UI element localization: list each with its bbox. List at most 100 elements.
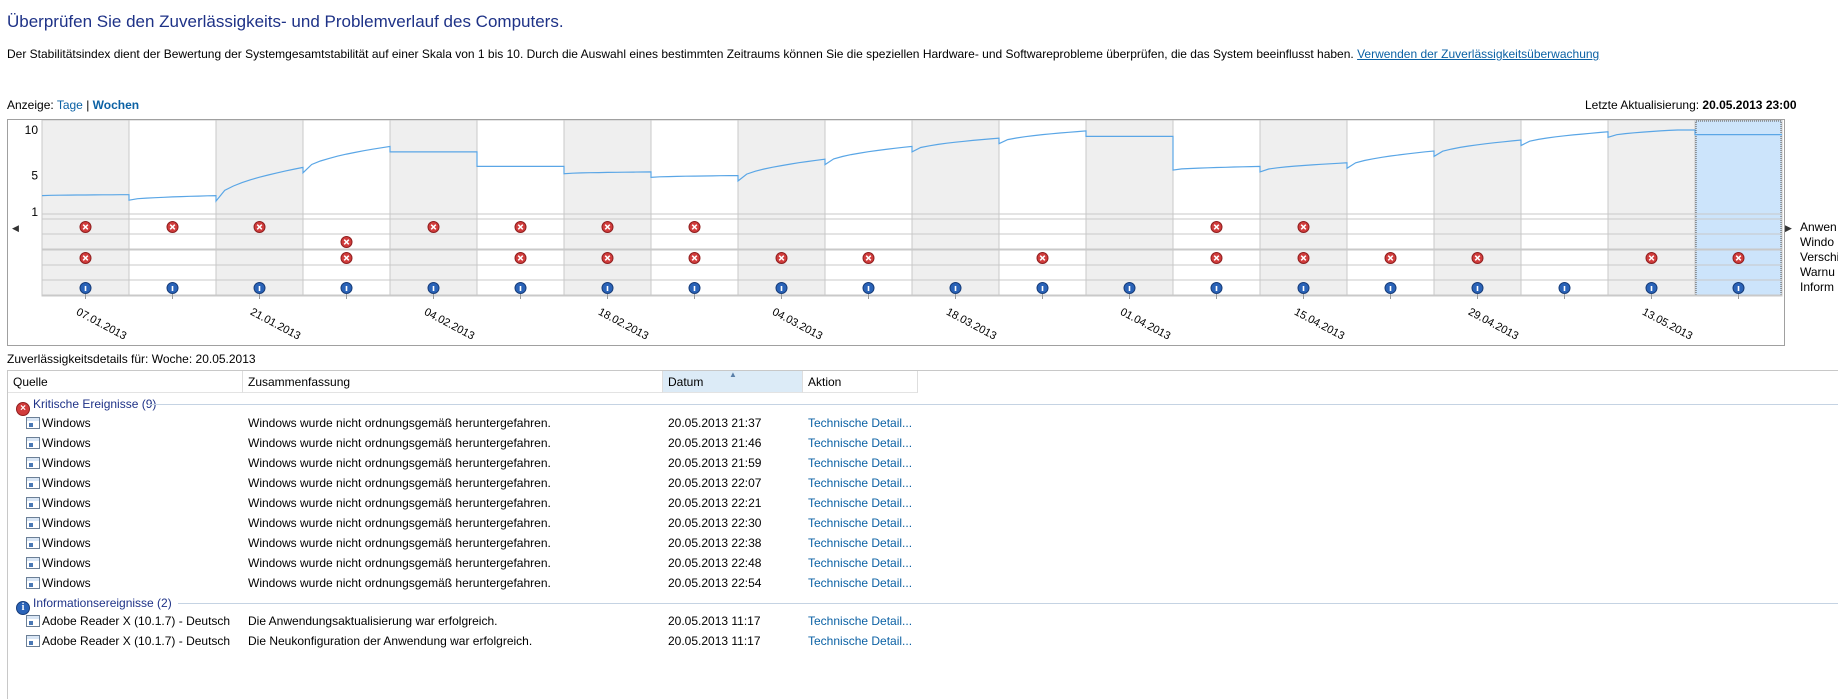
table-row[interactable]: Adobe Reader X (10.1.7) - Deutsch Die Anw… xyxy=(8,611,1838,631)
row-label-misc: Verschi xyxy=(1800,250,1838,264)
group-title: Informationsereignisse (2) xyxy=(33,596,172,610)
source-cell: Windows xyxy=(26,413,91,433)
week-column[interactable] xyxy=(650,120,739,297)
week-column[interactable] xyxy=(998,120,1087,297)
technical-details-link[interactable]: Technische Detail... xyxy=(808,456,913,470)
help-link[interactable]: Verwenden der Zuverlässigkeitsüberwachun… xyxy=(1357,47,1600,61)
table-row[interactable]: Windows Windows wurde nicht ordnungsgemäß… xyxy=(8,513,1838,533)
table-row[interactable]: Windows Windows wurde nicht ordnungsgemäß… xyxy=(8,493,1838,513)
week-column[interactable] xyxy=(1520,120,1609,297)
critical-glyph xyxy=(256,224,263,230)
table-row[interactable]: Windows Windows wurde nicht ordnungsgemäß… xyxy=(8,473,1838,493)
week-column[interactable] xyxy=(215,120,304,297)
week-column[interactable] xyxy=(302,120,391,297)
group-critical-events[interactable]: × Kritische Ereignisse (9) xyxy=(16,395,157,416)
source-text: Windows xyxy=(42,536,91,550)
technical-details-link[interactable]: Technische Detail... xyxy=(808,556,913,570)
application-window-icon xyxy=(26,417,40,429)
last-update: Letzte Aktualisierung: 20.05.2013 23:00 xyxy=(1585,98,1797,112)
source-text: Windows xyxy=(42,516,91,530)
technical-details-link[interactable]: Technische Detail... xyxy=(808,634,913,648)
date-cell: 20.05.2013 11:17 xyxy=(668,614,761,628)
date-tick-label: 18.03.2013 xyxy=(944,306,998,342)
critical-glyph xyxy=(604,224,611,230)
critical-glyph xyxy=(778,255,785,261)
row-label-info: Inform xyxy=(1800,280,1835,294)
stability-chart[interactable]: 10 5 1 07.01.2013 21.01.2013 04.02.2013 18.02.… xyxy=(7,119,1785,346)
table-row[interactable]: Windows Windows wurde nicht ordnungsgemäß… xyxy=(8,573,1838,593)
date-cell: 20.05.2013 22:38 xyxy=(668,536,762,550)
week-column[interactable] xyxy=(824,120,913,297)
technical-details-link[interactable]: Technische Detail... xyxy=(808,416,913,430)
technical-details-link[interactable]: Technische Detail... xyxy=(808,436,913,450)
week-column[interactable] xyxy=(1433,120,1522,297)
summary-cell: Windows wurde nicht ordnungsgemäß herunt… xyxy=(248,536,551,550)
group-divider xyxy=(178,603,1838,604)
week-column[interactable] xyxy=(389,120,478,297)
technical-details-link[interactable]: Technische Detail... xyxy=(808,536,913,550)
date-tick-label: 04.02.2013 xyxy=(422,306,476,342)
date-cell: 20.05.2013 22:30 xyxy=(668,516,762,530)
view-weeks-link[interactable]: Wochen xyxy=(92,98,140,112)
date-tick-label: 21.01.2013 xyxy=(248,306,302,342)
y-tick-label: 10 xyxy=(25,123,39,137)
week-column[interactable] xyxy=(41,120,130,297)
selected-week-outline xyxy=(1695,120,1782,296)
column-header-date[interactable]: Datum ▲ xyxy=(663,370,803,393)
critical-glyph xyxy=(1213,224,1220,230)
summary-cell: Windows wurde nicht ordnungsgemäß herunt… xyxy=(248,516,551,530)
scroll-left-arrow-icon[interactable]: ◀ xyxy=(12,223,19,233)
week-column[interactable] xyxy=(737,120,826,297)
critical-glyph xyxy=(517,224,524,230)
column-header-summary[interactable]: Zusammenfassung xyxy=(243,371,663,393)
week-column[interactable] xyxy=(911,120,1000,297)
stability-chart-svg[interactable]: 10 5 1 07.01.2013 21.01.2013 04.02.2013 18.02.… xyxy=(8,120,1784,345)
scroll-right-arrow-icon[interactable]: ▶ xyxy=(1785,223,1792,233)
group-info-events[interactable]: i Informationsereignisse (2) xyxy=(16,594,172,615)
row-label-windows: Windo xyxy=(1800,235,1835,249)
view-label: Anzeige: xyxy=(7,98,54,112)
details-table: Quelle Zusammenfassung Datum ▲ Aktion × K… xyxy=(7,370,1838,699)
date-tick-label: 13.05.2013 xyxy=(1640,306,1694,342)
source-cell: Windows xyxy=(26,513,91,533)
week-column[interactable] xyxy=(476,120,565,297)
week-column[interactable] xyxy=(1259,120,1348,297)
table-row[interactable]: Windows Windows wurde nicht ordnungsgemäß… xyxy=(8,413,1838,433)
table-row[interactable]: Windows Windows wurde nicht ordnungsgemäß… xyxy=(8,453,1838,473)
week-column[interactable] xyxy=(1085,120,1174,297)
week-column[interactable] xyxy=(1607,120,1696,297)
technical-details-link[interactable]: Technische Detail... xyxy=(808,576,913,590)
source-cell: Adobe Reader X (10.1.7) - Deutsch xyxy=(26,631,230,651)
table-row[interactable]: Windows Windows wurde nicht ordnungsgemäß… xyxy=(8,433,1838,453)
technical-details-link[interactable]: Technische Detail... xyxy=(808,476,913,490)
table-row[interactable]: Windows Windows wurde nicht ordnungsgemäß… xyxy=(8,553,1838,573)
table-row[interactable]: Adobe Reader X (10.1.7) - Deutsch Die Neu… xyxy=(8,631,1838,651)
column-header-action[interactable]: Aktion xyxy=(803,371,918,393)
critical-glyph xyxy=(82,255,89,261)
date-cell: 20.05.2013 22:48 xyxy=(668,556,762,570)
source-text: Adobe Reader X (10.1.7) - Deutsch xyxy=(42,614,231,628)
source-text: Windows xyxy=(42,576,91,590)
week-column[interactable] xyxy=(1346,120,1435,297)
summary-cell: Die Neukonfiguration der Anwendung war e… xyxy=(248,634,533,648)
technical-details-link[interactable]: Technische Detail... xyxy=(808,496,913,510)
group-title: Kritische Ereignisse (9) xyxy=(33,397,157,411)
view-days-link[interactable]: Tage xyxy=(56,98,83,112)
column-header-source[interactable]: Quelle xyxy=(8,371,243,393)
summary-cell: Windows wurde nicht ordnungsgemäß herunt… xyxy=(248,416,551,430)
week-column[interactable] xyxy=(563,120,652,297)
technical-details-link[interactable]: Technische Detail... xyxy=(808,614,913,628)
table-row[interactable]: Windows Windows wurde nicht ordnungsgemäß… xyxy=(8,533,1838,553)
application-window-icon xyxy=(26,537,40,549)
application-window-icon xyxy=(26,457,40,469)
description-text: Der Stabilitätsindex dient der Bewertung… xyxy=(7,47,1354,61)
critical-glyph xyxy=(1735,255,1742,261)
week-column[interactable] xyxy=(1694,120,1783,297)
technical-details-link[interactable]: Technische Detail... xyxy=(808,516,913,530)
row-label-warnings: Warnu xyxy=(1800,265,1835,279)
week-column[interactable] xyxy=(1172,120,1261,297)
date-cell: 20.05.2013 22:54 xyxy=(668,576,762,590)
info-icon: i xyxy=(16,601,30,615)
week-column[interactable] xyxy=(128,120,217,297)
view-selector: Anzeige: Tage | Wochen xyxy=(7,98,139,112)
